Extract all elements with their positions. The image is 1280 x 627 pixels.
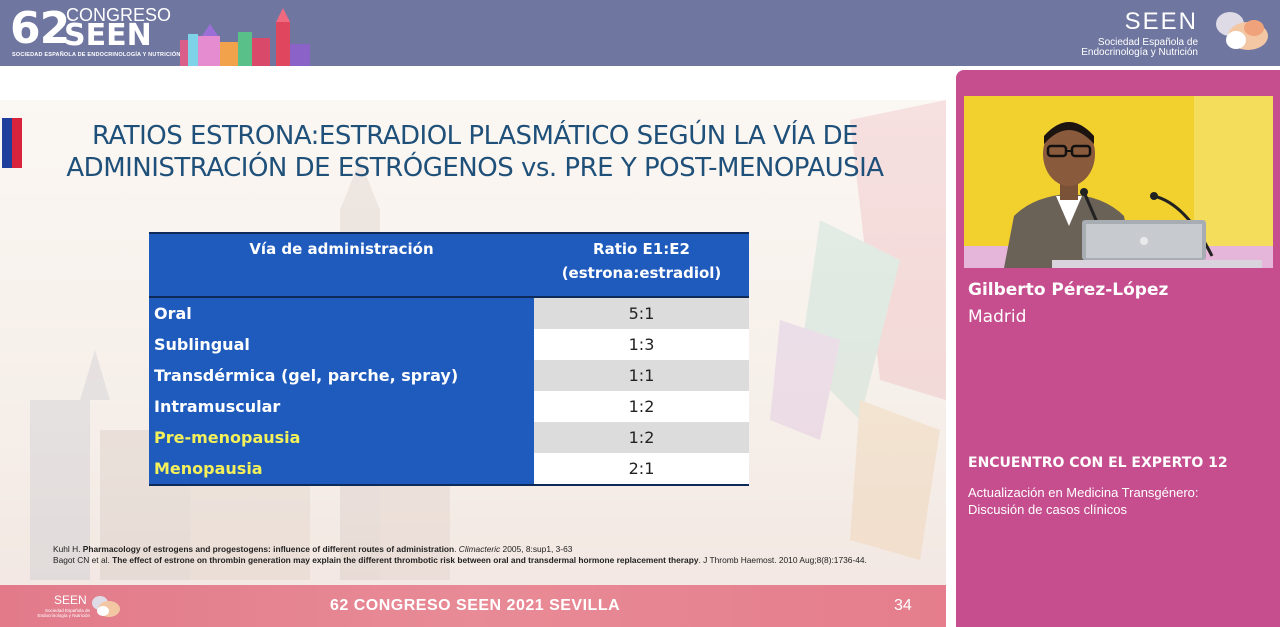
slide-references: Kuhl H. Pharmacology of estrogens and pr…: [53, 544, 933, 566]
reference-1: Kuhl H. Pharmacology of estrogens and pr…: [53, 544, 573, 554]
speaker-name: Gilberto Pérez-López: [968, 280, 1169, 300]
reference-2-details: J Thromb Haemost. 2010 Aug;8(8):1736-44.: [703, 555, 867, 565]
ratio-cell: 1:2: [534, 422, 749, 453]
seen-subtitle-line-2: Endocrinología y Nutrición: [1081, 47, 1198, 58]
slide-title-line-1: RATIOS ESTRONA:ESTRADIOL PLASMÁTICO SEGÚ…: [91, 121, 859, 151]
header-ratio: Ratio E1:E2 (estrona:estradiol): [534, 232, 749, 298]
route-cell: Intramuscular: [149, 391, 534, 422]
reference-2-title: The effect of estrone on thrombin genera…: [112, 555, 699, 565]
header-ratio-line-2: (estrona:estradiol): [561, 264, 722, 282]
ratio-cell: 1:1: [534, 360, 749, 391]
table-row: Menopausia 2:1: [149, 453, 749, 486]
ratio-table: Vía de administración Ratio E1:E2 (estro…: [149, 232, 749, 486]
ratio-cell: 1:3: [534, 329, 749, 360]
slide-title-line-2: ADMINISTRACIÓN DE ESTRÓGENOS vs. PRE Y P…: [66, 153, 884, 183]
ratio-cell: 5:1: [534, 297, 749, 329]
table-row: Transdérmica (gel, parche, spray) 1:1: [149, 360, 749, 391]
seen-subtitle-line-1: Sociedad Española de: [1097, 37, 1198, 48]
seen-society-name: SEEN: [1124, 8, 1198, 35]
table-row: Intramuscular 1:2: [149, 391, 749, 422]
seen-logo-icon: [1216, 12, 1268, 50]
footer-seen-logo-icon: [92, 596, 120, 617]
route-cell: Sublingual: [149, 329, 534, 360]
presentation-slide: RATIOS ESTRONA:ESTRADIOL PLASMÁTICO SEGÚ…: [0, 100, 946, 627]
session-title: ENCUENTRO CON EL EXPERTO 12: [968, 455, 1228, 471]
header-ratio-line-1: Ratio E1:E2: [593, 240, 690, 258]
speaker-video-image: [964, 96, 1273, 268]
congress-header: 62 CONGRESO SEEN SOCIEDAD ESPAÑOLA DE EN…: [0, 0, 1280, 66]
speaker-side-panel: Gilberto Pérez-López Madrid ENCUENTRO CO…: [956, 70, 1280, 627]
reference-1-title: Pharmacology of estrogens and progestoge…: [82, 544, 455, 554]
congress-logo-subtitle: SOCIEDAD ESPAÑOLA DE ENDOCRINOLOGÍA Y NU…: [12, 52, 181, 58]
footer-congress-title: 62 CONGRESO SEEN 2021 SEVILLA: [330, 597, 621, 614]
speaker-city: Madrid: [968, 307, 1027, 327]
slide-title: RATIOS ESTRONA:ESTRADIOL PLASMÁTICO SEGÚ…: [60, 120, 890, 184]
reference-2-author: Bagot CN et al.: [53, 555, 110, 565]
slide-accent-bar-top: [2, 118, 22, 168]
reference-2: Bagot CN et al. The effect of estrone on…: [53, 555, 867, 565]
table-header-row: Vía de administración Ratio E1:E2 (estro…: [149, 232, 749, 298]
session-topic-line-1: Actualización en Medicina Transgénero:: [968, 485, 1199, 500]
reference-1-author: Kuhl H.: [53, 544, 81, 554]
route-cell: Oral: [149, 297, 534, 329]
session-topic: Actualización en Medicina Transgénero: D…: [968, 484, 1268, 518]
footer-seen-logo-text: SEEN: [54, 593, 87, 607]
ratio-cell: 1:2: [534, 391, 749, 422]
reference-1-details: 2005, 8:sup1, 3-63: [502, 544, 573, 554]
footer-seen-subtitle: Sociedad Española de Endocrinología y Nu…: [37, 608, 90, 618]
session-topic-line-2: Discusión de casos clínicos: [968, 502, 1127, 517]
table-row: Sublingual 1:3: [149, 329, 749, 360]
congress-logo-seen: SEEN: [64, 18, 152, 53]
route-cell-highlight: Pre-menopausia: [149, 422, 534, 453]
slide-page-number: 34: [894, 597, 912, 614]
slide-footer: SEEN Sociedad Española de Endocrinología…: [0, 585, 946, 627]
sevilla-skyline-illustration: [180, 8, 310, 66]
route-cell-highlight: Menopausia: [149, 453, 534, 486]
seen-society-subtitle: Sociedad Española de Endocrinología y Nu…: [1038, 38, 1198, 58]
table-row: Oral 5:1: [149, 297, 749, 329]
ratio-cell: 2:1: [534, 453, 749, 486]
header-route: Vía de administración: [149, 232, 534, 298]
route-cell: Transdérmica (gel, parche, spray): [149, 360, 534, 391]
congress-logo-number: 62: [10, 3, 70, 54]
table-row: Pre-menopausia 1:2: [149, 422, 749, 453]
congress-logo-word: CONGRESO: [66, 5, 172, 25]
speaker-video-feed: [964, 96, 1273, 268]
reference-1-journal: Climacteric: [458, 544, 501, 554]
